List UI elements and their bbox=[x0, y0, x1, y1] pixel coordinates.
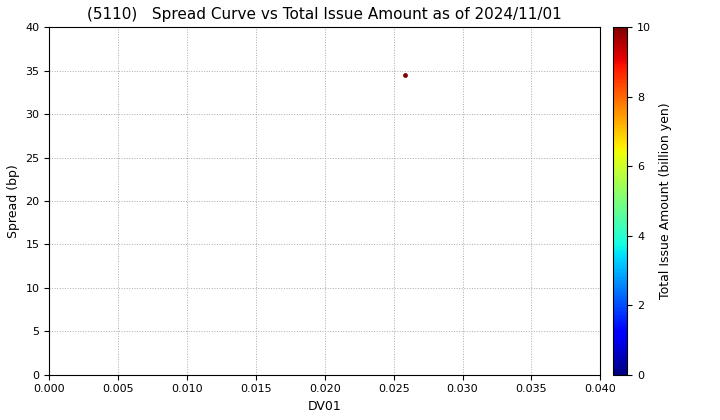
Y-axis label: Total Issue Amount (billion yen): Total Issue Amount (billion yen) bbox=[660, 103, 672, 299]
Point bbox=[399, 72, 410, 79]
X-axis label: DV01: DV01 bbox=[308, 400, 342, 413]
Title: (5110)   Spread Curve vs Total Issue Amount as of 2024/11/01: (5110) Spread Curve vs Total Issue Amoun… bbox=[87, 7, 562, 22]
Y-axis label: Spread (bp): Spread (bp) bbox=[7, 164, 20, 238]
